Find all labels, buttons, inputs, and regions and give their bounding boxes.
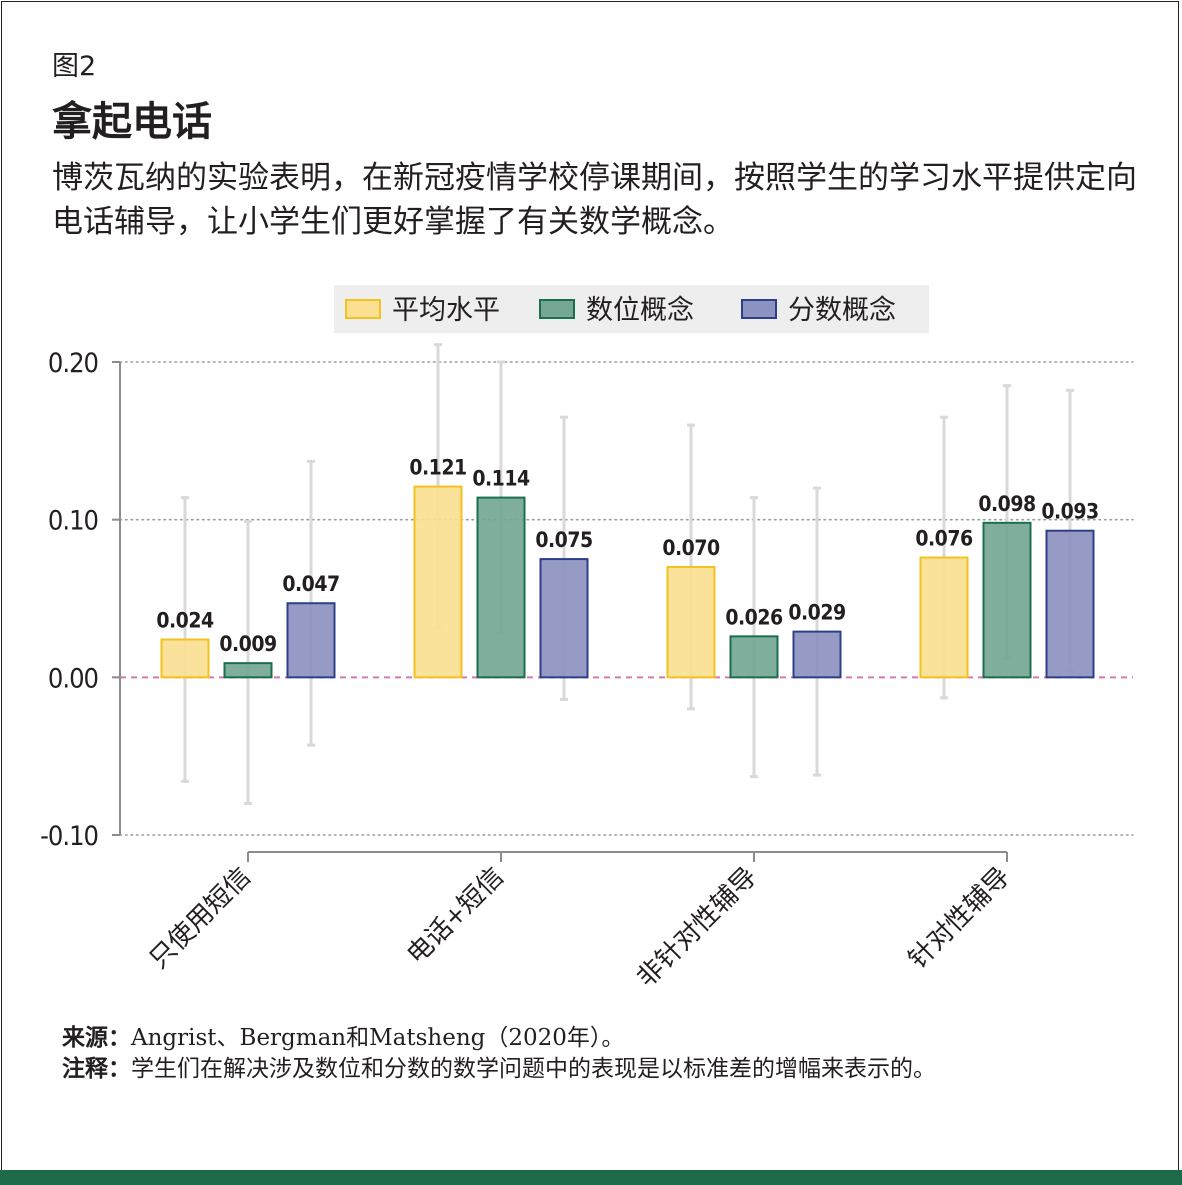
legend-label: 平均水平 <box>392 295 500 326</box>
data-label: 0.029 <box>788 601 845 625</box>
data-label: 0.026 <box>725 605 783 629</box>
x-tick-label: 非针对性辅导 <box>631 862 763 994</box>
bar-series-fractions <box>286 602 336 679</box>
bar-series-average <box>666 565 716 679</box>
bar-series-average <box>413 485 463 679</box>
source-text: Angrist、Bergman和Matsheng（2020年）。 <box>131 1025 625 1051</box>
footer: 来源：Angrist、Bergman和Matsheng（2020年）。 注释：学… <box>62 1023 1122 1085</box>
bar-series-average <box>919 556 969 679</box>
figure-title: 拿起电话 <box>52 99 212 145</box>
y-tick-label: 0.10 <box>48 506 98 537</box>
data-label: 0.075 <box>535 528 592 552</box>
data-label: 0.009 <box>219 632 276 656</box>
bar-series-fractions <box>792 630 842 679</box>
data-label: 0.070 <box>662 536 720 560</box>
data-label: 0.076 <box>915 527 973 551</box>
y-tick-label: 0.20 <box>48 348 98 379</box>
note-text: 学生们在解决涉及数位和分数的数学问题中的表现是以标准差的增幅来表示的。 <box>131 1056 936 1082</box>
data-label: 0.098 <box>978 492 1035 516</box>
legend-swatch <box>345 299 381 319</box>
legend-label: 数位概念 <box>586 295 694 326</box>
data-label: 0.114 <box>472 467 530 491</box>
data-label: 0.121 <box>409 456 466 480</box>
grid <box>119 361 1134 836</box>
y-tick-label: -0.10 <box>40 821 98 852</box>
data-label: 0.047 <box>282 572 339 596</box>
figure-subtitle: 博茨瓦纳的实验表明，在新冠疫情学校停课期间，按照学生的学习水平提供定向电话辅导，… <box>52 160 1137 240</box>
bar-series-place-value <box>223 662 273 679</box>
bar-series-place-value <box>982 521 1032 679</box>
x-tick-label: 只使用短信 <box>144 862 257 975</box>
legend: 平均水平 数位概念 分数概念 <box>334 285 929 333</box>
figure-label: 图2 <box>52 51 97 82</box>
data-label: 0.024 <box>156 608 214 632</box>
bar-series-fractions <box>1045 529 1095 679</box>
y-tick-label: 0.00 <box>48 663 98 694</box>
legend-label: 分数概念 <box>788 295 896 326</box>
source-lead: 来源： <box>62 1025 131 1051</box>
source-line: 来源：Angrist、Bergman和Matsheng（2020年）。 <box>62 1023 1122 1054</box>
bar-series-fractions <box>539 558 589 679</box>
x-tick-label: 电话+短信 <box>401 862 510 971</box>
note-line: 注释：学生们在解决涉及数位和分数的数学问题中的表现是以标准差的增幅来表示的。 <box>62 1054 1122 1085</box>
accent-bar <box>0 1170 1182 1185</box>
bar-series-place-value <box>729 635 779 679</box>
legend-box <box>334 285 929 333</box>
note-lead: 注释： <box>62 1056 131 1082</box>
legend-swatch <box>539 299 575 319</box>
bar-series-place-value <box>476 496 526 679</box>
data-label: 0.093 <box>1041 500 1098 524</box>
legend-swatch <box>741 299 777 319</box>
x-tick-label: 针对性辅导 <box>903 862 1016 975</box>
bar-series-average <box>160 638 210 679</box>
bars <box>160 485 1095 679</box>
